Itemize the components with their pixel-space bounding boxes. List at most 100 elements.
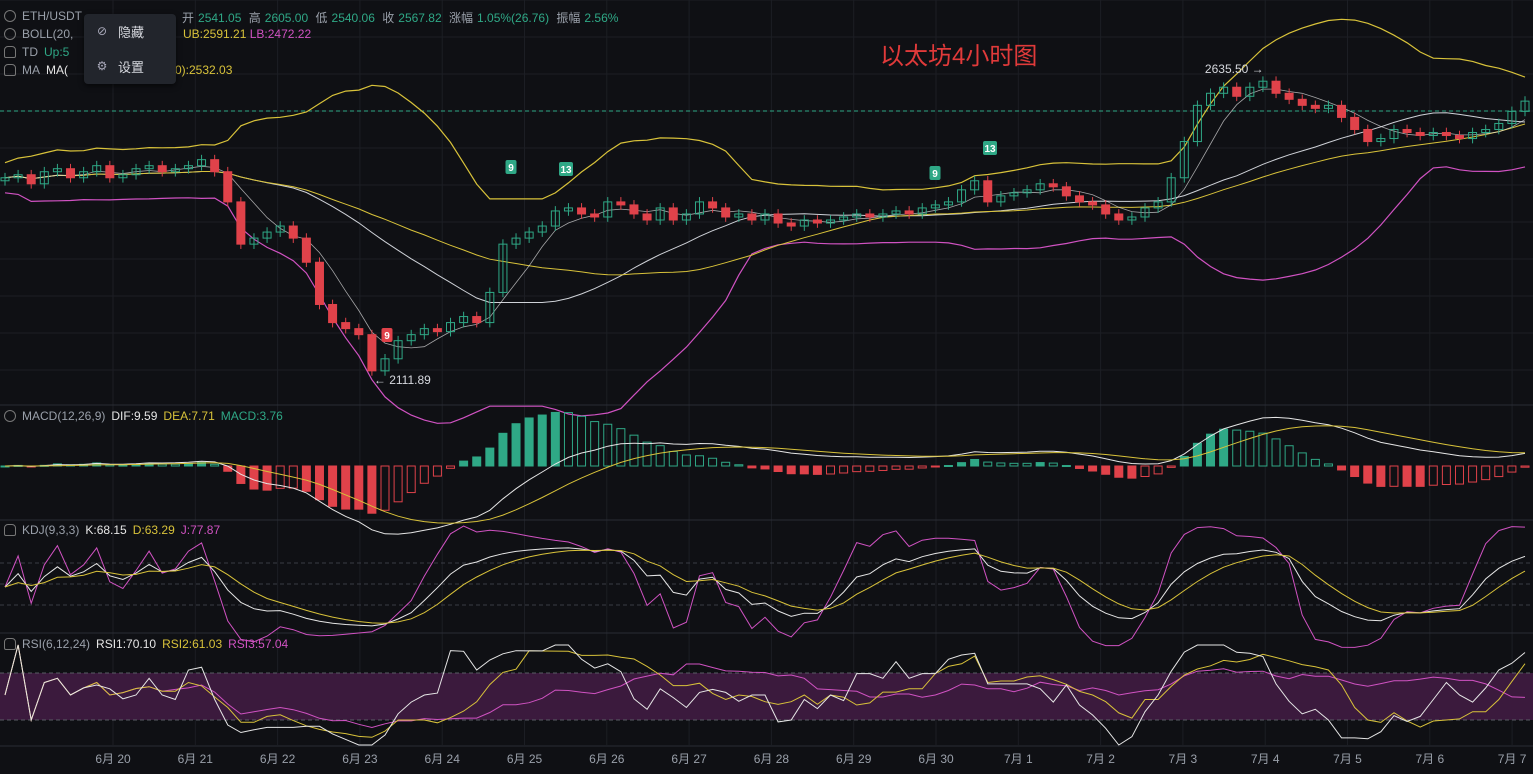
candle-body: [275, 225, 285, 233]
open-value: 2541.05: [198, 11, 242, 25]
macd-bar: [930, 465, 940, 468]
bell-icon[interactable]: [4, 524, 16, 536]
candle-body: [1114, 213, 1124, 221]
macd-bar: [144, 462, 154, 467]
macd-bar: [380, 465, 390, 511]
macd-dif-line: [4, 416, 1526, 535]
candle-body: [1350, 116, 1360, 130]
collapse-icon[interactable]: [4, 410, 16, 422]
bell-icon[interactable]: [4, 638, 16, 650]
candle-body: [406, 334, 416, 342]
candle-body: [734, 213, 744, 218]
macd-bar: [1441, 465, 1451, 486]
x-tick-label: 6月 24: [425, 752, 461, 766]
macd-bar: [1009, 462, 1019, 467]
macd-bar: [577, 415, 587, 467]
ma-label: MA: [22, 63, 40, 77]
candle-body: [1376, 138, 1386, 143]
macd-bar: [904, 465, 914, 470]
td-up: Up:5: [44, 45, 70, 59]
macd-bar: [328, 465, 338, 507]
macd-bar: [1481, 465, 1491, 481]
change-value: 1.05%(26.76): [477, 11, 550, 25]
candle-body: [1271, 80, 1281, 94]
macd-bar: [406, 465, 416, 494]
macd-dif: DIF:9.59: [111, 409, 158, 423]
macd-row: MACD(12,26,9) DIF:9.59 DEA:7.71 MACD:3.7…: [4, 409, 283, 423]
candle-body: [472, 316, 482, 324]
candle-body: [1507, 110, 1517, 124]
macd-bar: [341, 465, 351, 510]
candle-body: [773, 213, 783, 224]
candle-body: [1009, 192, 1019, 197]
candle-body: [1323, 104, 1333, 109]
candle-body: [642, 213, 652, 221]
boll-mid-line: [4, 112, 1526, 303]
high-label: 高: [248, 11, 261, 25]
macd-bar: [563, 412, 573, 467]
candle-body: [590, 213, 600, 218]
menu-item-hide[interactable]: ⊘ 隐藏: [84, 16, 176, 46]
candle-body: [891, 210, 901, 215]
x-tick-label: 7月 1: [1004, 752, 1033, 766]
macd-bar: [1468, 465, 1478, 483]
macd-bar: [1271, 438, 1281, 467]
macd-bar: [1074, 465, 1084, 469]
macd-bar: [655, 445, 665, 467]
candle-body: [354, 328, 364, 336]
td-badge: [559, 162, 573, 176]
macd-bar: [983, 461, 993, 467]
bell-icon[interactable]: [4, 64, 16, 76]
macd-bar: [1035, 462, 1045, 467]
macd-label: MACD(12,26,9): [22, 409, 106, 423]
candle-body: [786, 222, 796, 227]
candle-body: [341, 322, 351, 330]
macd-bar: [485, 447, 495, 467]
macd-bar: [799, 465, 809, 475]
ohlc-values: 开 2541.05 高 2605.00 低 2540.06 收 2567.82 涨幅 1.…: [182, 9, 622, 26]
macd-bar: [354, 465, 364, 510]
candle-body: [799, 219, 809, 227]
td-badge-label: 9: [932, 169, 938, 180]
candle-body: [655, 207, 665, 221]
macd-bar: [891, 465, 901, 470]
macd-bar: [943, 465, 953, 468]
candle-body: [367, 334, 377, 372]
macd-bar: [642, 441, 652, 467]
candle-body: [485, 291, 495, 324]
macd-bar: [812, 465, 822, 475]
macd-bar: [668, 450, 678, 467]
bell-icon[interactable]: [4, 46, 16, 58]
macd-bar: [1323, 463, 1333, 467]
macd-bar: [1166, 465, 1176, 468]
macd-bar: [459, 460, 469, 467]
kdj-label: KDJ(9,3,3): [22, 523, 80, 537]
macd-bar: [472, 456, 482, 467]
candle-body: [183, 165, 193, 170]
candle-body: [812, 219, 822, 224]
candle-body: [1402, 128, 1412, 133]
macd-bar: [1297, 452, 1307, 467]
x-tick-label: 6月 30: [918, 752, 954, 766]
collapse-icon[interactable]: [4, 28, 16, 40]
menu-item-settings[interactable]: ⚙ 设置: [84, 51, 176, 81]
candle-body: [1468, 132, 1478, 140]
macd-bar: [760, 465, 770, 470]
collapse-icon[interactable]: [4, 10, 16, 22]
x-tick-label: 6月 28: [754, 752, 790, 766]
rsi-band: [0, 673, 1533, 720]
boll-lb: LB:2472.22: [249, 27, 312, 41]
rsi-label: RSI(6,12,24): [22, 637, 91, 651]
candle-body: [878, 213, 888, 218]
td-badge: [505, 160, 517, 174]
macd-bar: [708, 457, 718, 467]
macd-bar: [183, 463, 193, 467]
candle-body: [262, 231, 272, 239]
macd-dea: DEA:7.71: [163, 409, 215, 423]
low-value: 2540.06: [331, 11, 375, 25]
macd-bar: [1389, 465, 1399, 487]
macd-bar: [537, 414, 547, 467]
candle-body: [1035, 183, 1045, 191]
candle-body: [498, 243, 508, 293]
